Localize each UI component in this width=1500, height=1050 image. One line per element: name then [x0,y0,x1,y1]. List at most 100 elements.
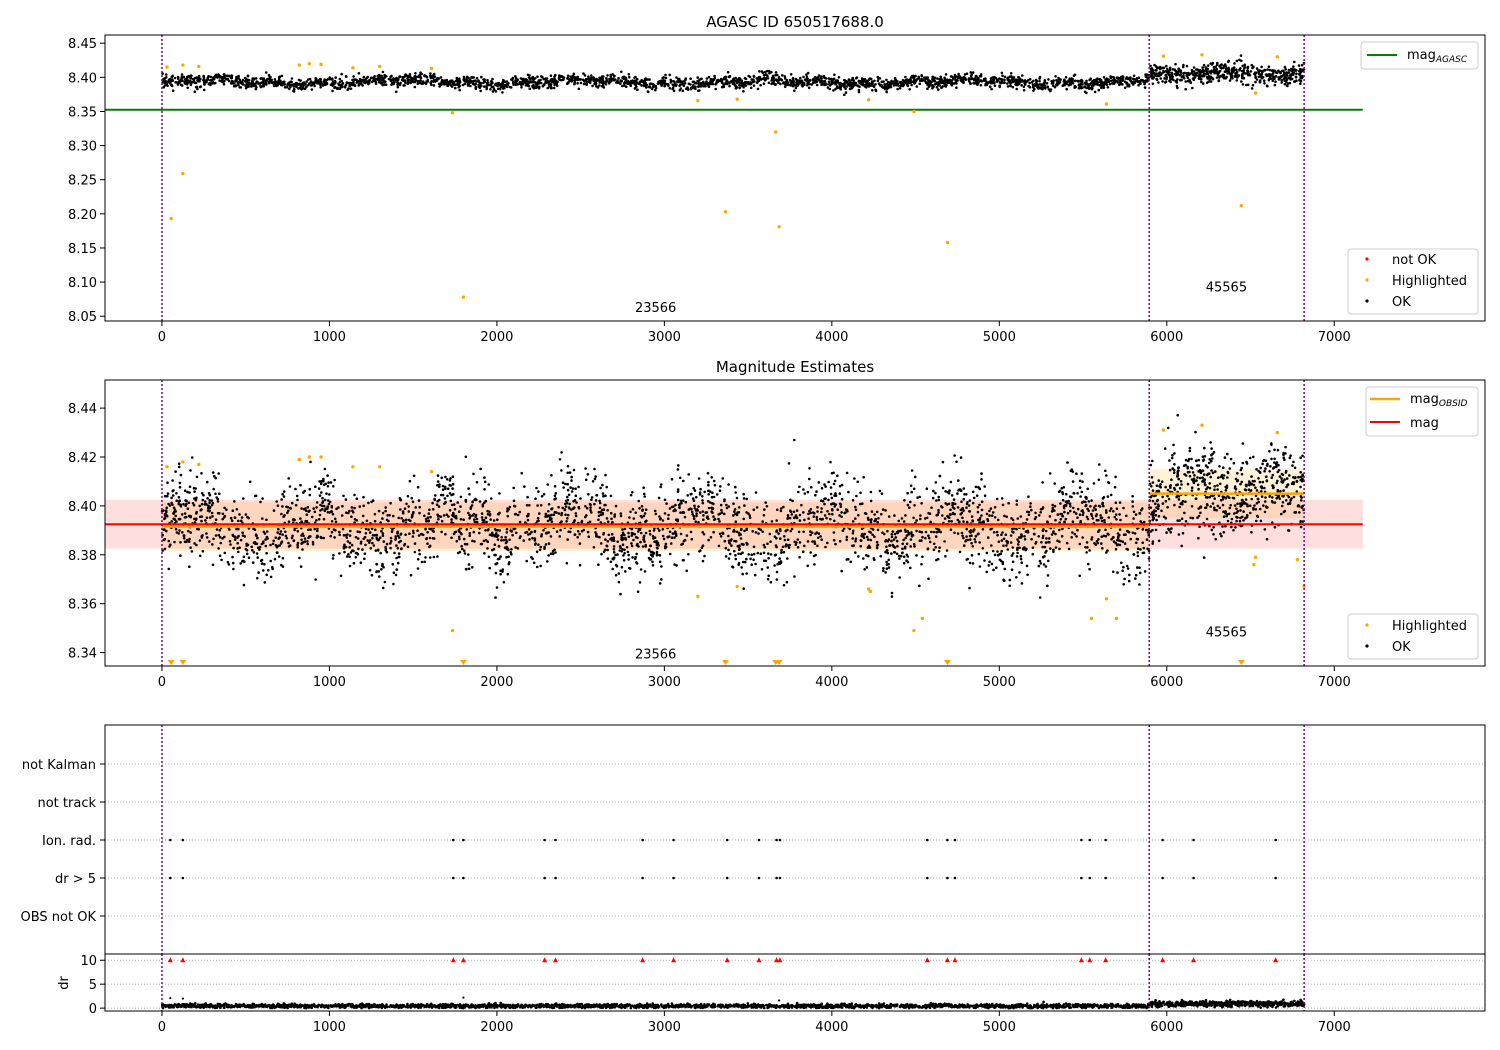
ok-point [471,539,474,543]
ok-point [1122,583,1125,586]
ok-point [182,502,185,506]
ok-point [709,536,713,539]
ok-point [579,497,582,500]
ok-point [485,87,489,91]
ok-point [494,596,497,599]
ok-point [368,568,372,572]
ok-point [313,510,317,514]
ok-point [906,503,910,507]
ok-point [1272,75,1275,78]
ok-point [1198,75,1202,78]
ok-point [1282,73,1285,77]
ok-point [338,80,342,84]
ok-point [1283,82,1287,86]
ok-point [478,500,482,503]
ok-point [612,75,616,78]
ok-point [505,531,509,534]
ok-point [1090,84,1094,88]
ok-point [546,560,549,563]
ok-point [1254,80,1257,84]
ok-point [214,492,217,496]
ok-point [724,555,728,558]
ok-point [725,506,729,510]
ok-point [1227,60,1230,64]
ok-point [320,82,324,85]
ok-point [499,555,502,558]
ok-point [1121,540,1125,543]
ok-point [960,500,963,504]
ok-point [920,77,923,81]
ok-point [506,510,509,513]
ok-point [371,536,374,540]
ok-point [786,514,790,517]
highlighted-points [165,53,1280,299]
ok-point [467,553,470,556]
ok-point [1151,82,1155,86]
ok-point [223,551,227,555]
ok-point [638,507,641,510]
ok-point [341,527,345,531]
ok-point [514,76,518,80]
ok-point [636,88,639,91]
ok-point [669,542,673,545]
ok-point [953,73,957,77]
ok-point [1131,505,1135,508]
ok-point [557,512,561,515]
ok-point [189,531,192,534]
ok-point [664,73,667,77]
ok-point [338,552,341,555]
ok-point [1103,521,1106,524]
ok-point [166,481,169,485]
ok-point [1016,548,1019,551]
ok-point [831,512,834,516]
ok-point [1153,63,1156,67]
ok-point [281,556,285,560]
ok-point [1186,79,1190,83]
ok-point [381,511,385,515]
ok-point [516,547,520,550]
ok-point [437,505,441,508]
ok-point [668,552,672,556]
ok-point [287,477,291,480]
ok-point [920,74,924,78]
ok-point [186,86,189,90]
ok-point [1047,78,1050,81]
ok-point [325,82,329,86]
ok-point [198,504,201,508]
ok-point [732,514,735,517]
x-tick-label: 4000 [815,330,848,345]
ok-point [274,80,277,83]
ok-point [962,81,965,85]
ok-point [989,77,993,80]
ok-point [763,508,766,511]
ok-point [436,555,439,558]
ok-point [419,71,422,74]
ok-point [1031,85,1035,89]
ok-point [167,502,170,506]
ok-point [762,82,766,85]
ok-point [710,495,714,499]
ok-point [537,543,540,546]
ok-point [682,479,685,483]
ok-point [451,514,454,517]
ok-point [820,83,823,86]
ok-point [336,87,339,90]
ok-point [1054,518,1057,522]
ok-point [618,549,622,552]
ok-point [627,558,630,561]
ok-point [1005,515,1008,519]
ok-point [649,558,653,561]
ok-point [776,562,779,566]
ok-point [875,510,879,514]
ok-point [333,81,337,85]
ok-point [468,493,471,496]
ok-point [723,499,726,503]
ok-point [1160,66,1164,70]
ok-point [1243,63,1247,67]
ok-point [956,532,960,535]
ok-point [1061,527,1064,531]
ok-point [944,81,948,84]
ok-point [1071,531,1074,534]
ok-point [206,76,210,79]
ok-point [566,513,570,517]
